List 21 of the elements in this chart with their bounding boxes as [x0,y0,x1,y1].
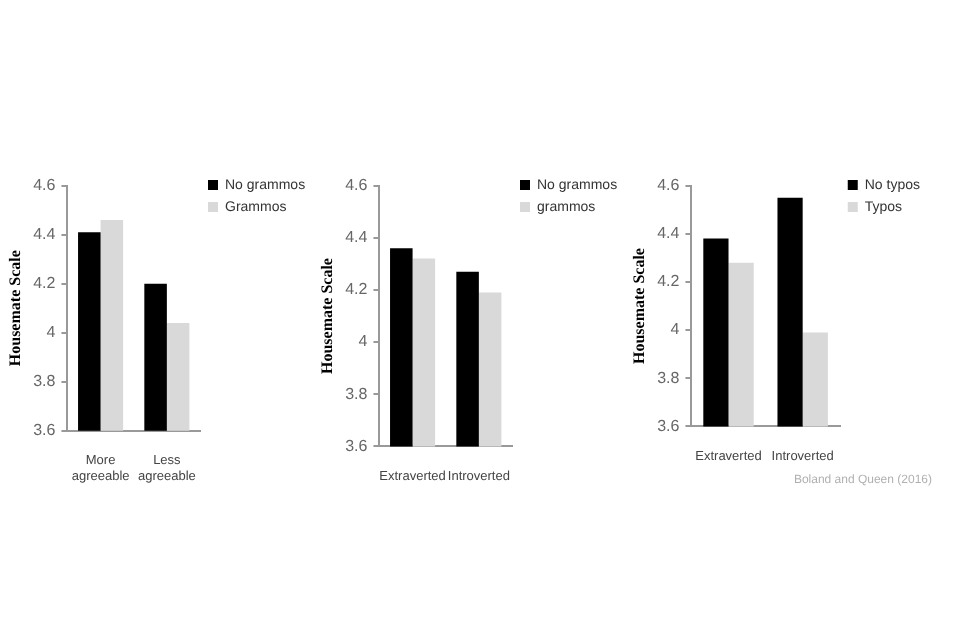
y-tick-label: 4.6 [33,176,57,195]
y-tick-label: 3.8 [345,384,369,403]
y-tick-label: 4.4 [345,228,369,247]
y-axis-title: Housemate Scale [5,249,24,367]
y-tick-label: 3.6 [657,416,681,435]
y-axis-title: Housemate Scale [629,247,648,364]
y-tick-label: 4 [358,332,369,351]
y-tick-label: 4.2 [33,274,57,293]
y-axis-title: Housemate Scale [317,257,336,374]
y-tick-label: 3.6 [345,436,369,455]
y-tick-label: 3.8 [657,368,681,387]
y-tick-label: 4.4 [33,225,57,244]
y-tick-label: 4.2 [345,280,369,299]
y-tick-label: 4.2 [657,272,681,291]
y-tick-label: 4 [46,323,57,342]
y-tick-label: 4.6 [345,176,369,195]
y-tick-label: 4 [670,320,681,339]
y-tick-label: 3.6 [33,421,57,440]
y-tick-label: 4.4 [657,224,681,243]
y-tick-label: 4.6 [657,176,681,195]
y-tick-label: 3.8 [33,372,57,391]
